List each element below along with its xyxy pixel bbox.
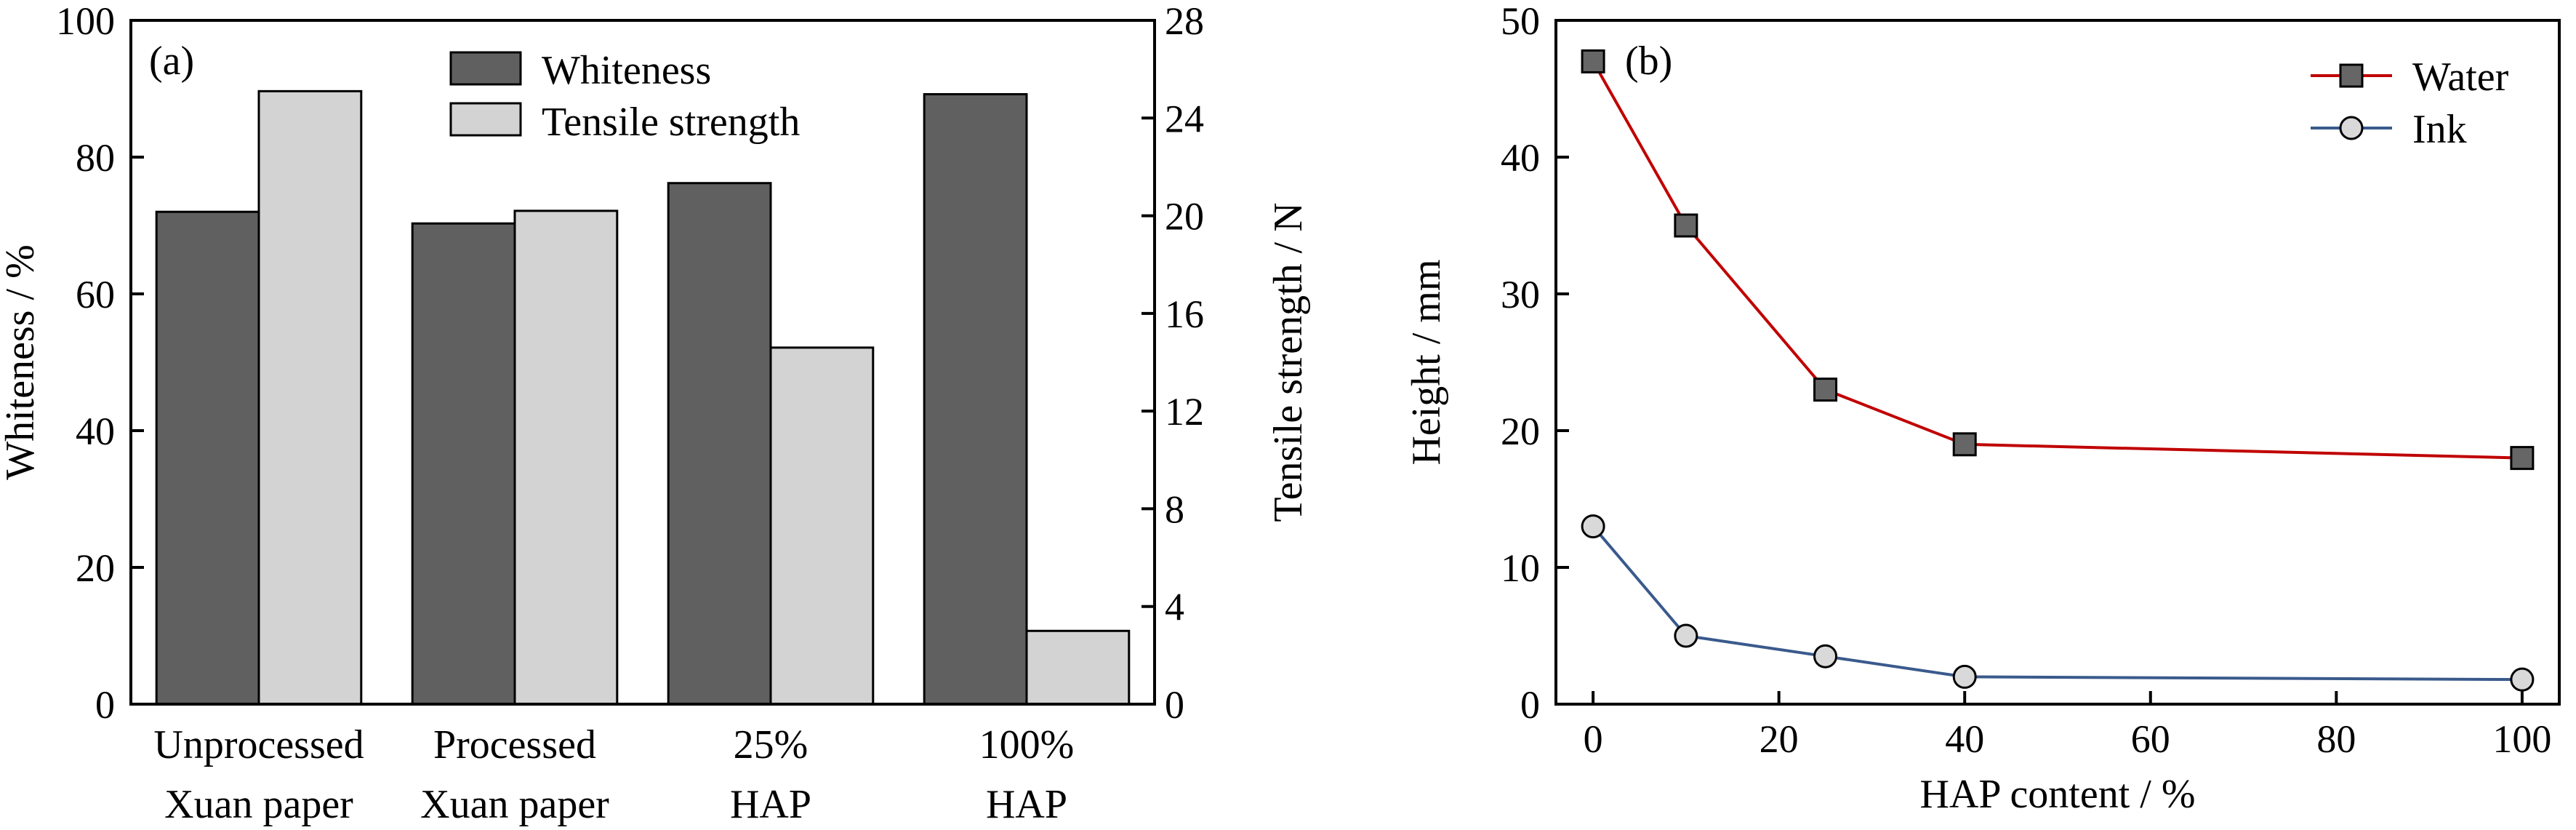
- legend-marker-ink: [2339, 116, 2364, 140]
- y2-tick-label-8: 8: [1165, 487, 1184, 531]
- panel-b-series: [1581, 49, 2535, 692]
- b-x-tick-label-20: 20: [1760, 717, 1799, 761]
- b-y-tick-label-20: 20: [1501, 410, 1540, 453]
- point-water-2: [1813, 378, 1838, 402]
- panel-a-label: (a): [149, 39, 194, 84]
- bar-whiteness-0: [155, 210, 260, 706]
- b-y-tick-label-40: 40: [1501, 136, 1540, 180]
- b-x-tick-label-40: 40: [1945, 717, 1984, 761]
- b-x-tick-label-60: 60: [2131, 717, 2170, 761]
- panel-a-right-axis: 0 4 8 12 16 20 24 28: [1141, 0, 1204, 727]
- bar-tensile-strength-1: [513, 210, 619, 706]
- panel-b-line-chart: (b) 0 10 20 30 40 50 0 20 40 60 80 100 Height / mm…: [1404, 0, 2561, 817]
- series-line-water: [1592, 60, 2522, 460]
- b-x-tick-label-100: 100: [2492, 717, 2551, 761]
- panel-a-left-axis: 0 20 40 60 80 100: [56, 0, 144, 727]
- panel-a-left-axis-title: Whiteness / %: [0, 244, 43, 479]
- y-tick-label-40: 40: [76, 410, 115, 453]
- point-water-0: [1581, 49, 1605, 73]
- panel-b-x-axis: 0 20 40 60 80 100: [1584, 691, 2551, 761]
- y2-tick-label-24: 24: [1165, 97, 1204, 140]
- point-water-3: [1952, 432, 1977, 457]
- panel-a-right-axis-title: Tensile strength / N: [1266, 202, 1311, 522]
- panel-b-label: (b): [1625, 39, 1672, 84]
- legend-marker-water: [2339, 63, 2364, 88]
- y2-tick-label-20: 20: [1165, 195, 1204, 239]
- legend-label-water: Water: [2412, 55, 2509, 100]
- point-ink-0: [1581, 514, 1605, 539]
- bar-whiteness-3: [923, 93, 1028, 706]
- bar-whiteness-2: [667, 182, 772, 706]
- b-y-tick-label-30: 30: [1501, 273, 1540, 316]
- y-tick-label-0: 0: [95, 683, 115, 727]
- bar-whiteness-1: [411, 222, 516, 706]
- panel-a-bar-chart: (a) 0 20 40 60 80 100 0 4 8 12 16 20 24 28 Unprocess…: [0, 0, 1311, 827]
- b-y-tick-label-10: 10: [1501, 546, 1540, 590]
- panel-b-legend: Water Ink: [2311, 55, 2509, 152]
- b-y-tick-label-50: 50: [1501, 0, 1540, 43]
- panel-a-bars: [155, 89, 1131, 706]
- point-water-4: [2510, 446, 2535, 471]
- legend-swatch-tensile-strength: [449, 102, 522, 137]
- bar-tensile-strength-3: [1025, 629, 1131, 706]
- y2-tick-label-0: 0: [1165, 683, 1184, 727]
- b-x-tick-label-80: 80: [2316, 717, 2356, 761]
- legend-label-tensile-strength: Tensile strength: [542, 100, 800, 145]
- category-label-0: Unprocessed Xuan paper: [153, 722, 364, 827]
- b-y-tick-label-0: 0: [1520, 683, 1540, 727]
- y2-tick-label-12: 12: [1165, 390, 1204, 434]
- panel-b-y-axis: 0 10 20 30 40 50: [1501, 0, 1569, 727]
- point-ink-2: [1813, 644, 1838, 669]
- bar-tensile-strength-0: [257, 89, 363, 706]
- legend-label-whiteness: Whiteness: [542, 48, 711, 93]
- point-ink-3: [1952, 664, 1977, 689]
- point-ink-1: [1674, 623, 1698, 648]
- y-tick-label-60: 60: [76, 273, 115, 316]
- y-tick-label-80: 80: [76, 136, 115, 180]
- category-label-2: 25% HAP: [730, 722, 811, 827]
- panel-b-x-axis-title: HAP content / %: [1920, 772, 2196, 817]
- panel-a-plot-frame: [129, 19, 1156, 706]
- panel-b-y-axis-title: Height / mm: [1404, 259, 1449, 465]
- y-tick-label-20: 20: [76, 546, 115, 590]
- legend-swatch-whiteness: [449, 51, 522, 86]
- category-label-1: Processed Xuan paper: [420, 722, 609, 827]
- panel-a-legend: Whiteness Tensile strength: [449, 48, 800, 145]
- series-line-ink: [1592, 525, 2522, 682]
- y2-tick-label-16: 16: [1165, 292, 1204, 336]
- panel-a-category-labels: Unprocessed Xuan paper Processed Xuan paper…: [153, 722, 1074, 827]
- legend-label-ink: Ink: [2412, 107, 2467, 152]
- y2-tick-label-28: 28: [1165, 0, 1204, 43]
- point-water-1: [1674, 213, 1698, 238]
- category-label-3: 100% HAP: [979, 722, 1075, 827]
- y-tick-label-100: 100: [56, 0, 115, 43]
- panel-b-plot-frame: [1554, 19, 2561, 706]
- b-x-tick-label-0: 0: [1584, 717, 1603, 761]
- bar-tensile-strength-2: [769, 346, 875, 706]
- y2-tick-label-4: 4: [1165, 586, 1184, 629]
- point-ink-4: [2510, 667, 2535, 692]
